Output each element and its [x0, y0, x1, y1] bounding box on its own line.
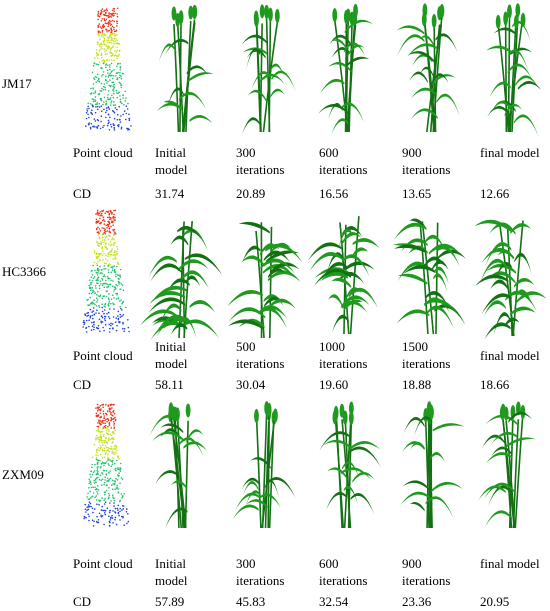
row2-500-iterations-model: [227, 210, 303, 340]
row3-cd-initial: 57.89: [155, 594, 185, 609]
row3-final-model: [478, 400, 544, 530]
row2-cultivar-label: HC3366: [2, 264, 47, 279]
row3-label-900-iterations: 900 iterations: [402, 556, 451, 588]
row2-label-initial-model: Initial model: [155, 339, 188, 371]
row3-cultivar-label: ZXM09: [2, 467, 44, 482]
row3-900-iterations-model: [398, 400, 465, 530]
row1-cd-300: 20.89: [236, 186, 266, 201]
row3-label-300-iterations: 300 iterations: [236, 556, 285, 588]
row3-initial-model: [149, 400, 216, 530]
row1-cd-600: 16.56: [319, 186, 349, 201]
row2-label-1000-iterations: 1000 iterations: [319, 339, 368, 371]
row1-label-point-cloud: Point cloud: [73, 145, 133, 160]
row1-point-cloud: [78, 4, 138, 134]
row2-initial-model: [140, 210, 223, 340]
row3-label-final-model: final model: [480, 556, 540, 571]
row1-label-initial-model: Initial model: [155, 145, 188, 177]
row3-cd-600: 32.54: [319, 594, 349, 609]
row3-600-iterations-model: [314, 400, 382, 530]
row2-label-point-cloud: Point cloud: [73, 348, 133, 363]
row1-300-iterations-model: [232, 4, 298, 135]
row3-cd-300: 45.83: [236, 594, 266, 609]
row1-cd-900: 13.65: [402, 186, 432, 201]
row2-final-model: [474, 208, 547, 340]
row2-cd-1500: 18.88: [402, 377, 432, 392]
row3-point-cloud: [76, 400, 136, 530]
row2-cd-initial: 58.11: [155, 377, 184, 392]
row2-cd-label: CD: [73, 377, 92, 392]
row3-300-iterations-model: [232, 400, 298, 530]
row1-label-600-iterations: 600 iterations: [319, 145, 368, 177]
row1-cd-initial: 31.74: [155, 186, 185, 201]
row1-cultivar-label: JM17: [2, 76, 32, 91]
row1-label-900-iterations: 900 iterations: [402, 145, 451, 177]
row2-cd-1000: 19.60: [319, 377, 349, 392]
row1-final-model: [478, 3, 544, 138]
row2-1500-iterations-model: [393, 206, 466, 336]
row3-cd-label: CD: [73, 594, 92, 609]
row3-label-600-iterations: 600 iterations: [319, 556, 368, 588]
row2-label-1500-iterations: 1500 iterations: [402, 339, 451, 371]
row3-cd-900: 23.36: [402, 594, 432, 609]
row2-label-final-model: final model: [480, 348, 540, 363]
row2-point-cloud: [76, 206, 136, 336]
row3-label-initial-model: Initial model: [155, 556, 188, 588]
row2-cd-final: 18.66: [480, 377, 510, 392]
row3-cd-final: 20.95: [480, 594, 510, 609]
row1-label-final-model: final model: [480, 145, 540, 160]
row1-600-iterations-model: [314, 3, 380, 135]
row1-cd-label: CD: [73, 186, 92, 201]
row2-cd-500: 30.04: [236, 377, 266, 392]
row2-1000-iterations-model: [307, 206, 380, 336]
row1-label-300-iterations: 300 iterations: [236, 145, 285, 177]
row1-initial-model: [150, 4, 216, 134]
row1-cd-final: 12.66: [480, 186, 510, 201]
row3-label-point-cloud: Point cloud: [73, 556, 133, 571]
row1-900-iterations-model: [396, 3, 464, 134]
row2-label-500-iterations: 500 iterations: [236, 339, 285, 371]
